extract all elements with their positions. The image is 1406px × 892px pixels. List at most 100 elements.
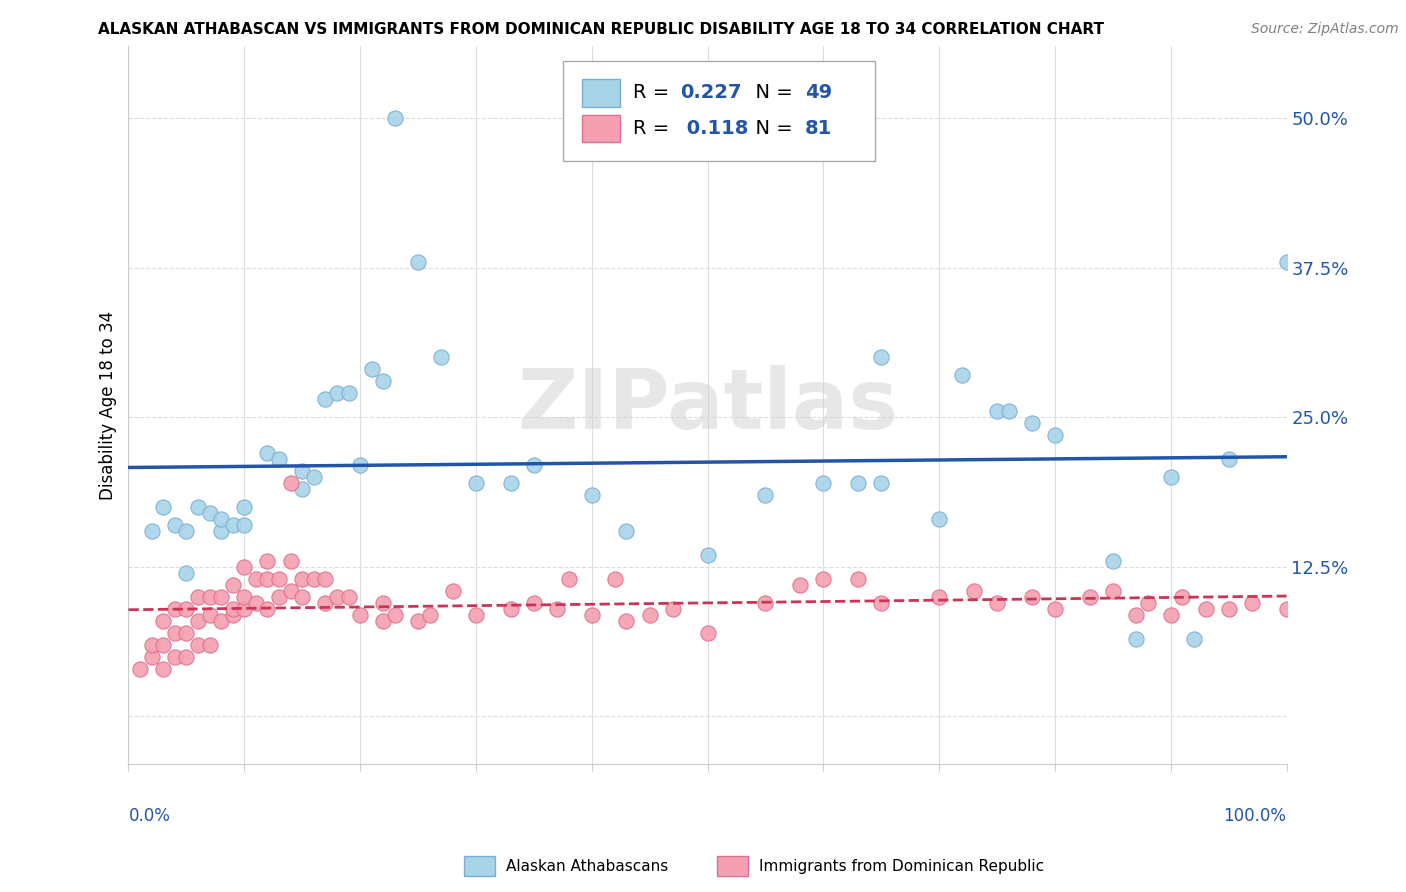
Text: 0.227: 0.227 [679, 83, 741, 103]
Point [950, 368, 973, 383]
Point [233, 559, 256, 574]
Point [499, 601, 522, 615]
Point [1136, 596, 1159, 610]
Point [441, 583, 464, 598]
Point [256, 554, 278, 568]
Point [326, 386, 349, 401]
Point [163, 625, 186, 640]
Point [464, 476, 486, 491]
Point [314, 596, 336, 610]
Text: ALASKAN ATHABASCAN VS IMMIGRANTS FROM DOMINICAN REPUBLIC DISABILITY AGE 18 TO 34: ALASKAN ATHABASCAN VS IMMIGRANTS FROM DO… [98, 22, 1105, 37]
Point [141, 649, 163, 664]
Point [1078, 590, 1101, 604]
Point [209, 614, 232, 628]
Point [997, 404, 1019, 418]
Point [1218, 601, 1240, 615]
Point [209, 524, 232, 538]
Text: R =: R = [634, 120, 676, 138]
Point [1021, 416, 1043, 430]
Point [176, 524, 198, 538]
Point [198, 607, 221, 622]
Point [373, 614, 395, 628]
Point [360, 362, 382, 376]
Point [813, 572, 835, 586]
Point [337, 590, 360, 604]
Point [789, 578, 811, 592]
Point [1125, 607, 1147, 622]
Point [846, 572, 869, 586]
Point [1275, 601, 1298, 615]
Point [986, 596, 1008, 610]
Point [928, 590, 950, 604]
Point [267, 452, 290, 467]
Point [233, 500, 256, 514]
Point [187, 614, 209, 628]
Point [233, 590, 256, 604]
Point [754, 488, 776, 502]
Point [1218, 452, 1240, 467]
Point [406, 614, 429, 628]
Point [870, 476, 893, 491]
Point [152, 661, 174, 675]
Point [267, 590, 290, 604]
Point [291, 482, 314, 496]
Point [1160, 470, 1182, 484]
Point [152, 638, 174, 652]
FancyBboxPatch shape [582, 115, 620, 143]
Point [870, 596, 893, 610]
Point [209, 590, 232, 604]
Point [222, 517, 245, 532]
Point [406, 254, 429, 268]
Point [280, 476, 302, 491]
Point [963, 583, 986, 598]
Point [523, 596, 546, 610]
Point [152, 614, 174, 628]
Point [754, 596, 776, 610]
Point [1102, 583, 1125, 598]
Point [314, 392, 336, 407]
Point [1021, 590, 1043, 604]
Point [546, 601, 568, 615]
Text: ZIPatlas: ZIPatlas [517, 365, 898, 446]
Point [1102, 554, 1125, 568]
Point [581, 607, 603, 622]
Point [256, 446, 278, 460]
Point [176, 649, 198, 664]
Point [291, 590, 314, 604]
Point [603, 572, 626, 586]
Text: 0.0%: 0.0% [128, 807, 170, 825]
Point [499, 476, 522, 491]
Point [326, 590, 349, 604]
Point [222, 601, 245, 615]
Point [291, 572, 314, 586]
Text: Source: ZipAtlas.com: Source: ZipAtlas.com [1251, 22, 1399, 37]
Point [187, 590, 209, 604]
Point [233, 601, 256, 615]
Point [209, 512, 232, 526]
Point [176, 601, 198, 615]
Point [557, 572, 579, 586]
Point [384, 111, 406, 125]
Point [280, 583, 302, 598]
Point [337, 386, 360, 401]
Point [1043, 428, 1066, 442]
Point [245, 596, 267, 610]
Text: 49: 49 [804, 83, 832, 103]
Point [349, 607, 371, 622]
Point [141, 638, 163, 652]
Text: Alaskan Athabascans: Alaskan Athabascans [506, 859, 668, 873]
Point [813, 476, 835, 491]
Point [141, 524, 163, 538]
Point [1275, 254, 1298, 268]
Point [129, 661, 152, 675]
Point [187, 500, 209, 514]
Point [163, 649, 186, 664]
Text: Immigrants from Dominican Republic: Immigrants from Dominican Republic [759, 859, 1045, 873]
Point [419, 607, 441, 622]
Text: N =: N = [744, 120, 800, 138]
Point [163, 517, 186, 532]
Point [176, 566, 198, 580]
Point [233, 517, 256, 532]
Point [349, 458, 371, 472]
Point [176, 625, 198, 640]
